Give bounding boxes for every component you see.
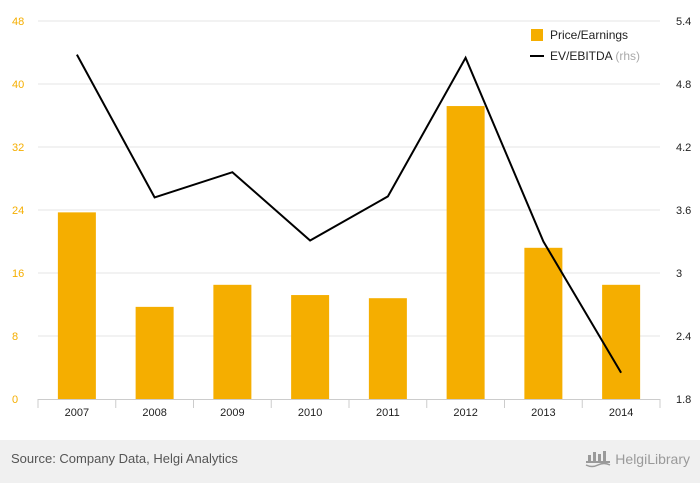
grid bbox=[38, 20, 660, 337]
x-tick-label: 2014 bbox=[609, 407, 633, 419]
y-left-tick-label: 32 bbox=[12, 142, 24, 154]
chart-svg: 0 8 16 24 32 40 48 1.8 2.4 3 3.6 4.2 4.8 5.4 2007 2008 2… bbox=[12, 16, 691, 419]
line-path bbox=[76, 54, 622, 374]
y-left-tick-label: 16 bbox=[12, 268, 24, 280]
y-left-tick-label: 24 bbox=[12, 205, 24, 217]
source-note: Source: Company Data, Helgi Analytics bbox=[11, 451, 238, 466]
legend: Price/Earnings EV/EBITDA (rhs) bbox=[530, 28, 640, 63]
y-left-tick-label: 48 bbox=[12, 16, 24, 28]
legend-label-bar: Price/Earnings bbox=[550, 28, 628, 42]
bar bbox=[524, 247, 563, 399]
legend-label-line: EV/EBITDA (rhs) bbox=[550, 49, 640, 63]
y-right-tick-label: 2.4 bbox=[676, 331, 691, 343]
bar bbox=[291, 295, 330, 399]
legend-label-line-name: EV/EBITDA bbox=[550, 49, 613, 63]
y-right-tick-label: 5.4 bbox=[676, 16, 691, 28]
bars bbox=[57, 106, 641, 400]
x-tick-label: 2008 bbox=[142, 407, 166, 419]
brand-name: HelgiLibrary bbox=[615, 451, 690, 467]
bar bbox=[368, 298, 407, 399]
y-right-tick-label: 4.8 bbox=[676, 79, 691, 91]
footer: Source: Company Data, Helgi Analytics He… bbox=[0, 440, 700, 483]
helgi-logo-icon bbox=[585, 451, 611, 468]
y-right-tick-label: 3 bbox=[676, 268, 682, 280]
bar bbox=[446, 106, 485, 400]
y-left-tick-label: 40 bbox=[12, 79, 24, 91]
axes: 0 8 16 24 32 40 48 1.8 2.4 3 3.6 4.2 4.8 5.4 2007 2008 2… bbox=[12, 16, 691, 419]
chart: 0 8 16 24 32 40 48 1.8 2.4 3 3.6 4.2 4.8 5.4 2007 2008 2… bbox=[12, 16, 691, 419]
bar bbox=[57, 212, 96, 399]
x-tick-label: 2007 bbox=[65, 407, 89, 419]
legend-label-line-suffix: (rhs) bbox=[615, 49, 640, 63]
line-series bbox=[76, 54, 622, 374]
bar bbox=[135, 306, 174, 399]
y-right-tick-label: 3.6 bbox=[676, 205, 691, 217]
bar bbox=[602, 284, 641, 399]
legend-swatch-bar bbox=[531, 29, 543, 41]
x-tick-label: 2013 bbox=[531, 407, 555, 419]
y-right-tick-label: 4.2 bbox=[676, 142, 691, 154]
x-tick-label: 2012 bbox=[453, 407, 477, 419]
y-left-tick-label: 8 bbox=[12, 331, 18, 343]
x-tick-label: 2009 bbox=[220, 407, 244, 419]
x-tick-label: 2010 bbox=[298, 407, 322, 419]
x-tick-label: 2011 bbox=[376, 407, 400, 419]
brand[interactable]: HelgiLibrary bbox=[585, 449, 690, 469]
y-left-tick-label: 0 bbox=[12, 394, 18, 406]
bar bbox=[213, 284, 252, 399]
y-right-tick-label: 1.8 bbox=[676, 394, 691, 406]
